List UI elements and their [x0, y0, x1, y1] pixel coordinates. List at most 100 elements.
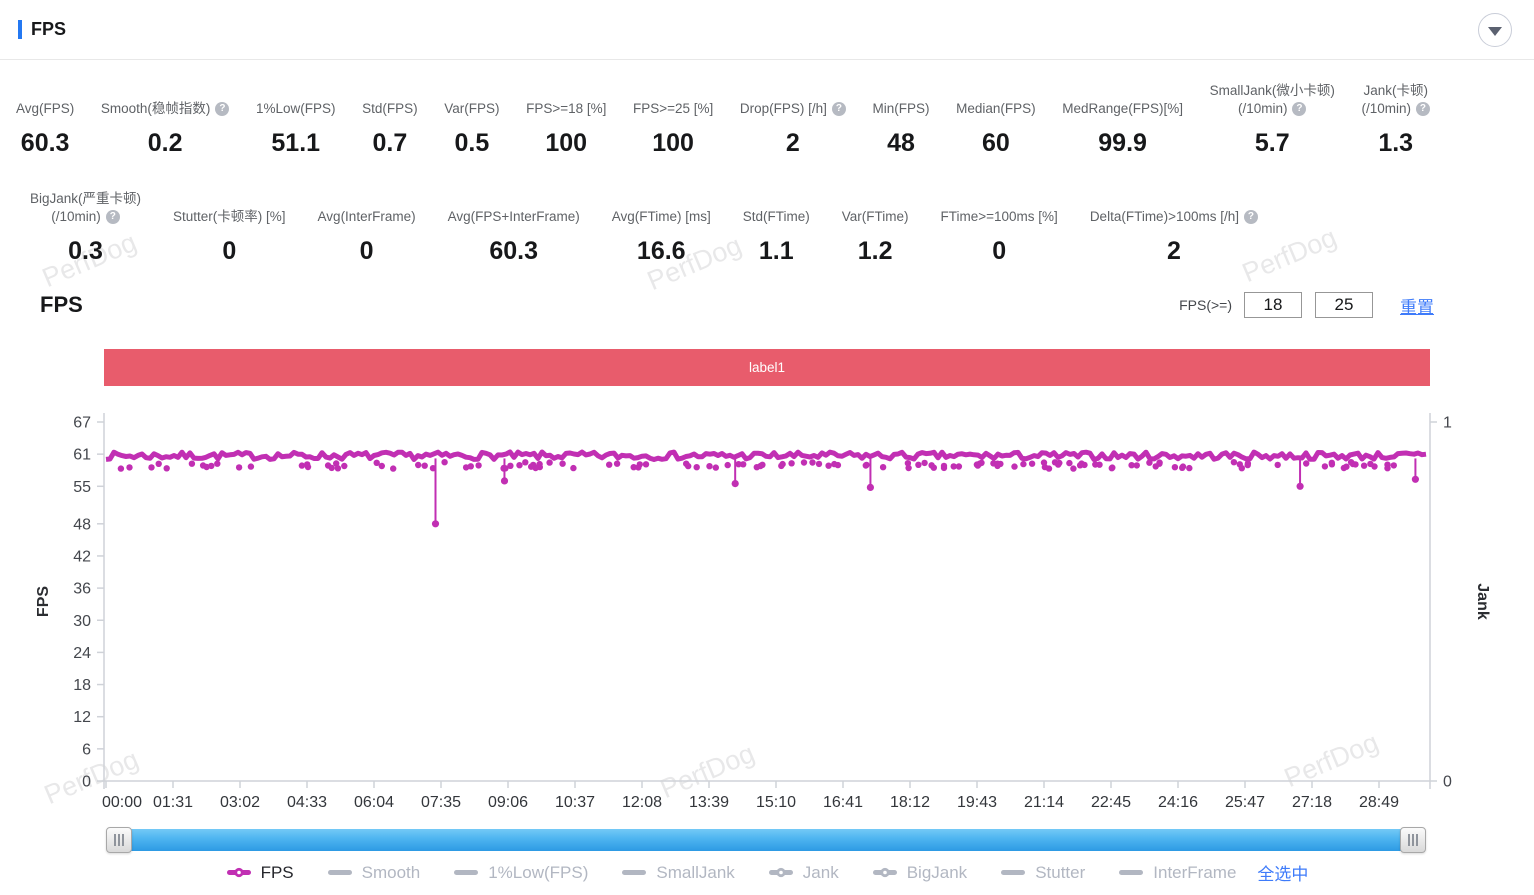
fps-threshold-high-input[interactable] [1315, 292, 1373, 318]
svg-text:36: 36 [73, 581, 91, 598]
metric-value: 0.7 [372, 129, 408, 157]
svg-text:30: 30 [73, 613, 91, 630]
help-icon[interactable]: ? [1292, 102, 1307, 116]
metric-label: 1%Low(FPS) [255, 101, 336, 116]
svg-text:42: 42 [73, 548, 91, 565]
metric: Delta(FTime)>100ms [/h]? 2 [1090, 188, 1258, 266]
svg-text:25:47: 25:47 [1225, 794, 1265, 811]
metric-label: Std(FPS) [362, 101, 418, 116]
metric-value: 0.2 [147, 129, 183, 157]
metric: Avg(InterFrame) 0 [318, 188, 416, 266]
slider-handle-right[interactable] [1400, 827, 1426, 853]
svg-text:6: 6 [82, 741, 91, 758]
label-band-text: label1 [748, 360, 786, 375]
filter-label: FPS(>=) [1179, 297, 1232, 313]
help-icon[interactable]: ? [1243, 210, 1258, 224]
metric-label: Stutter(卡顿率) [%] [173, 209, 286, 224]
fps-threshold-filter: FPS(>=) 重置 [1179, 292, 1434, 318]
help-icon[interactable]: ? [831, 102, 846, 116]
slider-track[interactable] [131, 829, 1401, 851]
svg-text:10:37: 10:37 [555, 794, 595, 811]
panel-header: FPS [0, 0, 1534, 60]
metric-value: 5.7 [1254, 129, 1290, 157]
svg-text:67: 67 [73, 415, 91, 432]
fps-chart[interactable]: 67 61 55 48 42 36 30 24 18 12 6 0 1 0 00:00 01:31 03:02 0… [0, 400, 1534, 824]
chart-legend: FPS Smooth 1%Low(FPS) SmallJank Jank BigJank S… [0, 860, 1534, 885]
metric-value: 60.3 [489, 237, 538, 265]
svg-text:18:12: 18:12 [890, 794, 930, 811]
svg-text:0: 0 [1443, 774, 1452, 791]
metric: Avg(FPS) 60.3 [16, 80, 74, 158]
svg-text:04:33: 04:33 [287, 794, 327, 811]
legend-label: InterFrame [1153, 862, 1237, 882]
legend-label: SmallJank [656, 862, 735, 882]
select-all-link[interactable]: 全选中 [1257, 865, 1309, 884]
legend-marker [622, 870, 647, 875]
collapse-button[interactable] [1478, 13, 1512, 47]
svg-text:22:45: 22:45 [1091, 794, 1131, 811]
legend-item-smooth[interactable]: Smooth [327, 862, 421, 883]
metric-label: MedRange(FPS)[%] [1062, 101, 1183, 116]
svg-text:09:06: 09:06 [488, 794, 528, 811]
metric-value: 100 [545, 129, 588, 157]
metric: Avg(FTime) [ms] 16.6 [612, 188, 711, 266]
legend-marker [1001, 870, 1026, 875]
metric-value: 1.1 [758, 237, 794, 265]
svg-text:61: 61 [73, 447, 91, 464]
help-icon[interactable]: ? [105, 210, 120, 224]
legend-item-interframe[interactable]: InterFrame [1118, 863, 1236, 883]
svg-text:13:39: 13:39 [689, 794, 729, 811]
legend-marker [454, 870, 479, 875]
reset-link[interactable]: 重置 [1400, 297, 1434, 317]
legend-item-1-low-fps-[interactable]: 1%Low(FPS) [453, 863, 588, 883]
svg-text:07:35: 07:35 [421, 794, 461, 811]
metrics-row-1: Avg(FPS) 60.3 Smooth(稳帧指数)? 0.2 1%Low(FPS) 51… [0, 80, 1534, 158]
metric-value: 0 [992, 237, 1007, 265]
help-icon[interactable]: ? [1415, 102, 1430, 116]
svg-text:28:49: 28:49 [1359, 794, 1399, 811]
metric-label: Avg(InterFrame) [317, 209, 416, 224]
legend-item-smalljank[interactable]: SmallJank [621, 862, 735, 883]
metric-label: Var(FTime) [841, 209, 909, 224]
metric-value: 1.3 [1378, 129, 1414, 157]
legend-label: Stutter [1035, 862, 1086, 882]
svg-text:48: 48 [73, 516, 91, 533]
help-icon[interactable]: ? [215, 102, 230, 116]
svg-text:24: 24 [73, 645, 91, 662]
metric-value: 51.1 [271, 129, 321, 157]
metric: SmallJank(微小卡顿) (/10min)? 5.7 [1210, 80, 1335, 158]
legend-item-stutter[interactable]: Stutter [1000, 863, 1085, 883]
metric-label: Drop(FPS) [/h]? [740, 80, 846, 118]
legend-label: Smooth [361, 862, 421, 882]
chart-range-slider [106, 826, 1426, 854]
legend-label: Jank [802, 862, 839, 882]
metric-label: FPS>=25 [%] [632, 101, 714, 116]
legend-item-jank[interactable]: Jank [768, 863, 839, 883]
metric-value: 99.9 [1098, 129, 1147, 157]
svg-text:21:14: 21:14 [1024, 794, 1064, 811]
metric-label: FTime>=100ms [%] [940, 209, 1058, 224]
legend-item-fps[interactable]: FPS [226, 863, 294, 883]
legend-item-bigjank[interactable]: BigJank [872, 863, 967, 883]
metric: Std(FTime) 1.1 [743, 188, 810, 266]
section-title: FPS [40, 292, 83, 317]
metric-label: BigJank(严重卡顿) (/10min)? [30, 191, 142, 224]
metric: Stutter(卡顿率) [%] 0 [173, 188, 286, 266]
legend-marker [1119, 870, 1144, 875]
metric-label: Avg(FTime) [ms] [611, 209, 711, 224]
svg-text:16:41: 16:41 [823, 794, 863, 811]
label-band: label1 [104, 349, 1430, 386]
metric-label: SmallJank(微小卡顿) (/10min)? [1209, 83, 1335, 116]
legend-label: 1%Low(FPS) [488, 862, 589, 882]
svg-text:1: 1 [1443, 415, 1452, 432]
legend-label: FPS [260, 862, 294, 882]
svg-text:FPS: FPS [35, 586, 52, 617]
metric-value: 2 [785, 129, 800, 157]
legend-marker [768, 867, 793, 878]
slider-handle-left[interactable] [106, 827, 132, 853]
fps-threshold-low-input[interactable] [1244, 292, 1302, 318]
metric-value: 0.3 [68, 237, 103, 265]
metric-value: 48 [887, 129, 915, 157]
fps-section-header: FPS FPS(>=) 重置 [40, 292, 1434, 318]
metric-value: 0 [222, 237, 237, 265]
